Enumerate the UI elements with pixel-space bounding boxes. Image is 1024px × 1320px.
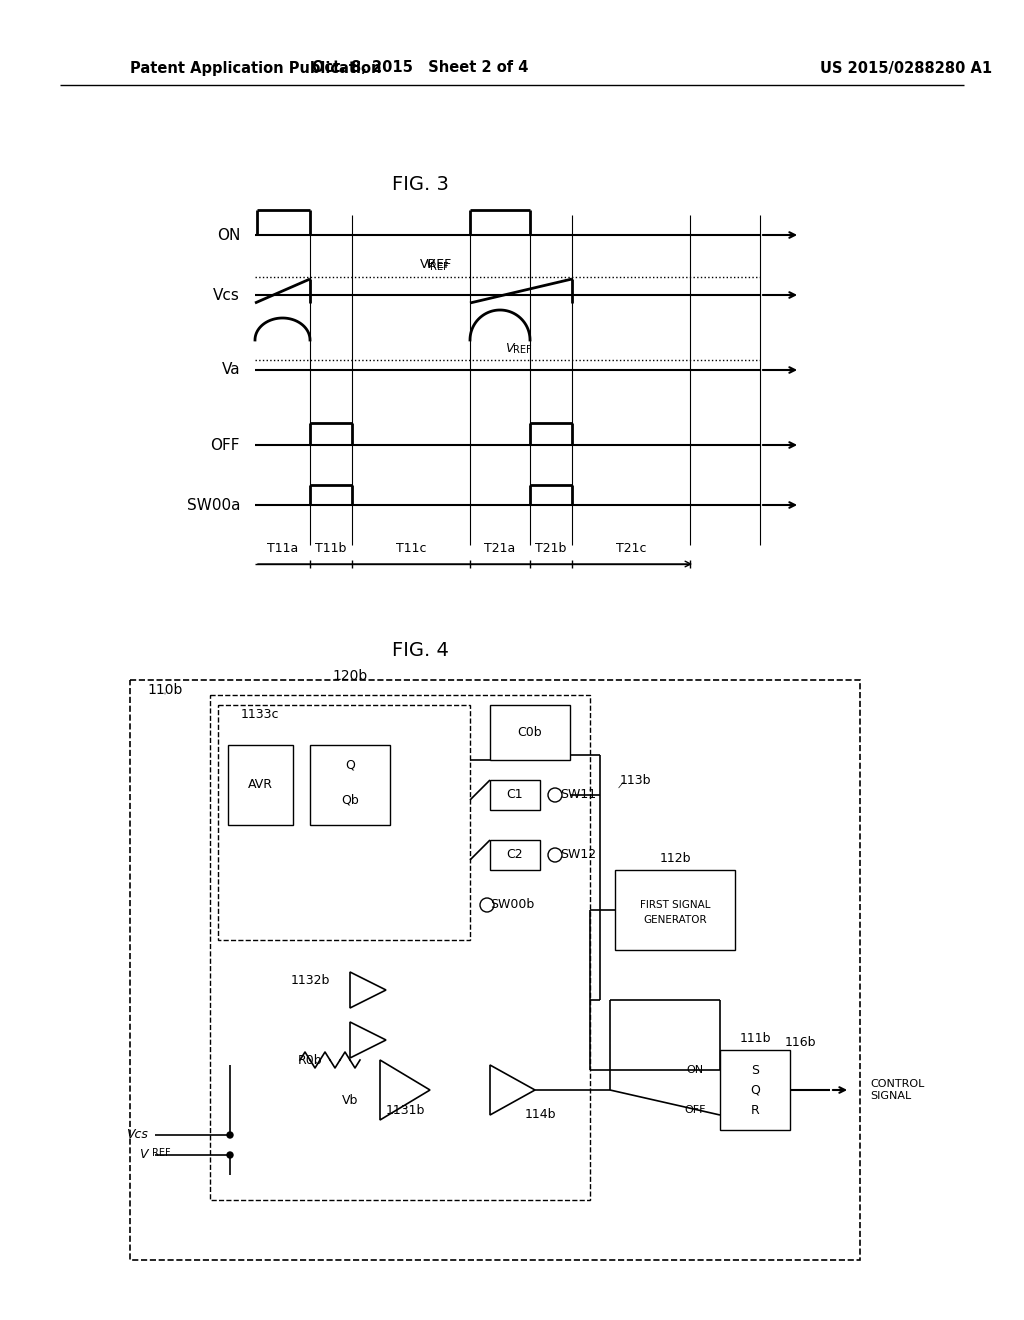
Text: C2: C2 [507, 849, 523, 862]
Text: REF: REF [430, 261, 449, 272]
Text: ON: ON [686, 1065, 703, 1074]
Text: 1133c: 1133c [241, 708, 280, 721]
Text: V: V [505, 342, 513, 355]
Bar [720, 1049, 790, 1130]
Text: 1132b: 1132b [291, 974, 330, 986]
Text: FIG. 3: FIG. 3 [391, 176, 449, 194]
Text: 112b: 112b [659, 851, 691, 865]
Text: 111b: 111b [739, 1031, 771, 1044]
Text: FIRST SIGNAL: FIRST SIGNAL [640, 900, 711, 909]
Text: Patent Application Publication: Patent Application Publication [130, 61, 382, 75]
Bar [310, 744, 390, 825]
Text: T11a: T11a [267, 541, 298, 554]
Text: 116b: 116b [784, 1036, 816, 1049]
Bar [490, 705, 570, 760]
Text: C1: C1 [507, 788, 523, 801]
Text: V: V [425, 259, 433, 272]
Text: GENERATOR: GENERATOR [643, 915, 707, 925]
Text: 120b: 120b [333, 669, 368, 682]
Text: Vcs: Vcs [126, 1129, 148, 1142]
Text: R0b: R0b [298, 1053, 323, 1067]
Text: T21c: T21c [615, 541, 646, 554]
Text: Vb: Vb [342, 1093, 358, 1106]
Text: SW00b: SW00b [490, 899, 535, 912]
Text: T11b: T11b [315, 541, 347, 554]
Text: Oct. 8, 2015   Sheet 2 of 4: Oct. 8, 2015 Sheet 2 of 4 [312, 61, 528, 75]
Bar [228, 744, 293, 825]
Bar [490, 840, 540, 870]
Text: Q: Q [345, 759, 355, 771]
Bar [615, 870, 735, 950]
Text: 114b: 114b [524, 1109, 556, 1122]
Text: R: R [751, 1104, 760, 1117]
Text: OFF: OFF [211, 437, 240, 453]
Text: SW11: SW11 [560, 788, 596, 801]
Text: AVR: AVR [248, 779, 273, 792]
Circle shape [227, 1133, 233, 1138]
Text: T21b: T21b [536, 541, 566, 554]
Text: CONTROL
SIGNAL: CONTROL SIGNAL [870, 1080, 925, 1101]
Text: Qb: Qb [341, 793, 358, 807]
Bar [490, 780, 540, 810]
Text: V: V [139, 1148, 148, 1162]
Circle shape [227, 1152, 233, 1158]
Text: 110b: 110b [147, 682, 182, 697]
Text: T21a: T21a [484, 541, 516, 554]
Text: 1131b: 1131b [385, 1104, 425, 1117]
Text: S: S [751, 1064, 759, 1077]
Text: SW12: SW12 [560, 849, 596, 862]
Text: Q: Q [750, 1084, 760, 1097]
Text: ON: ON [217, 227, 240, 243]
Text: REF: REF [513, 345, 531, 355]
Text: 113b: 113b [620, 774, 651, 787]
Text: REF: REF [152, 1148, 171, 1158]
Text: Vcs: Vcs [213, 288, 240, 302]
Text: VREF: VREF [420, 259, 453, 272]
Text: T11c: T11c [395, 541, 426, 554]
Text: SW00a: SW00a [186, 498, 240, 512]
Text: Va: Va [221, 363, 240, 378]
Text: C0b: C0b [518, 726, 543, 739]
Text: OFF: OFF [684, 1105, 706, 1115]
Text: FIG. 4: FIG. 4 [391, 640, 449, 660]
Text: US 2015/0288280 A1: US 2015/0288280 A1 [820, 61, 992, 75]
